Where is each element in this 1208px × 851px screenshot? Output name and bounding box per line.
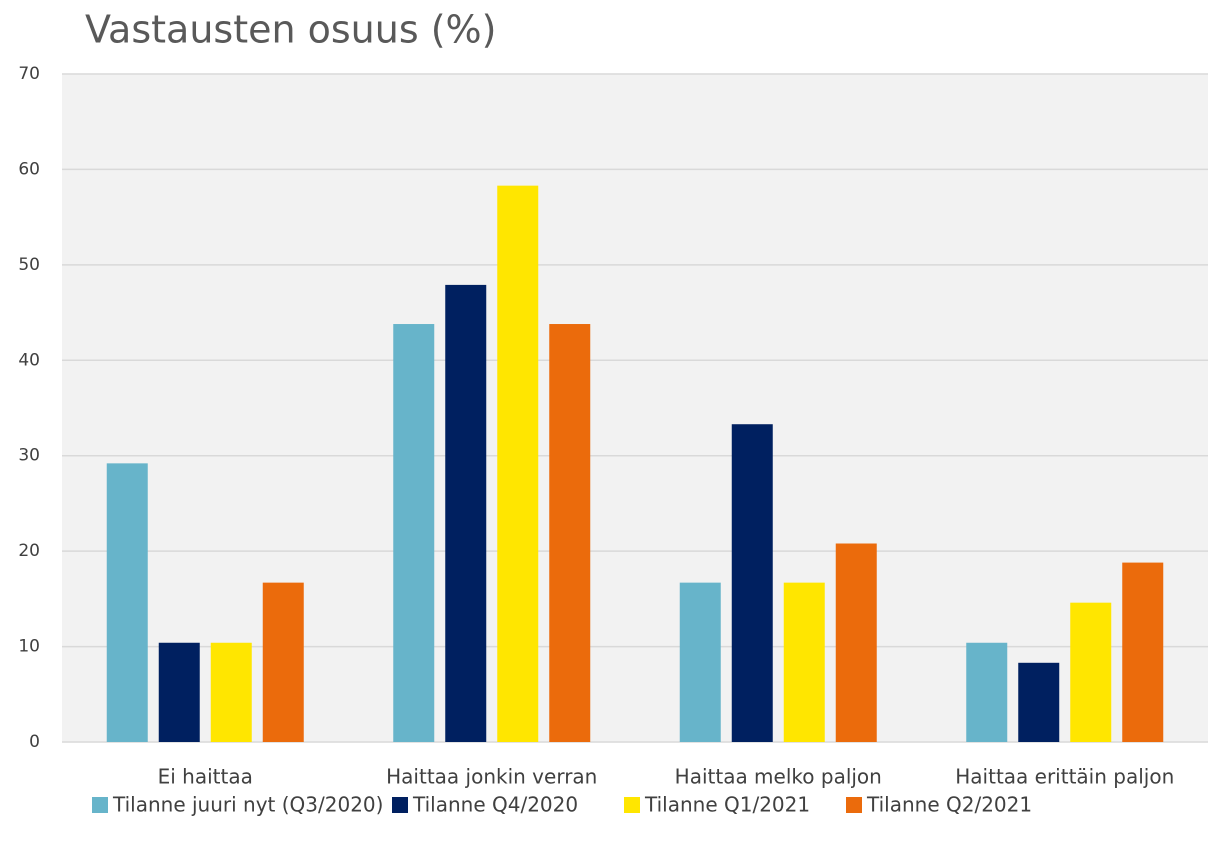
bar [106,463,148,742]
bar [393,324,435,742]
bar [262,582,304,742]
x-tick-label: Haittaa jonkin verran [386,765,597,789]
legend-label: Tilanne Q1/2021 [644,793,810,817]
legend-swatch [846,797,862,813]
plot-area [62,74,1208,742]
bar [158,642,200,742]
legend-label: Tilanne Q4/2020 [412,793,578,817]
y-tick-label: 30 [18,446,40,466]
y-tick-label: 0 [29,732,40,752]
bar [835,543,877,742]
bar [1018,662,1060,742]
y-tick-label: 70 [18,64,40,84]
bar [1122,562,1164,742]
legend-label: Tilanne juuri nyt (Q3/2020) [112,793,383,817]
bar [1070,602,1112,742]
x-tick-label: Ei haittaa [158,765,253,789]
bar [966,642,1008,742]
bar [783,582,825,742]
legend-swatch [392,797,408,813]
y-tick-label: 10 [18,637,40,657]
chart-title: Vastausten osuus (%) [85,8,497,52]
x-tick-label: Haittaa melko paljon [675,765,882,789]
y-tick-label: 50 [18,255,40,275]
bar [210,642,252,742]
bar [679,582,721,742]
x-tick-label: Haittaa erittäin paljon [955,765,1174,789]
y-tick-label: 60 [18,159,40,179]
bar [445,284,487,742]
legend-swatch [92,797,108,813]
y-tick-label: 40 [18,350,40,370]
legend-swatch [624,797,640,813]
bar [731,424,773,742]
bar [549,324,591,742]
y-tick-label: 20 [18,541,40,561]
bar [497,185,539,742]
legend-label: Tilanne Q2/2021 [866,793,1032,817]
